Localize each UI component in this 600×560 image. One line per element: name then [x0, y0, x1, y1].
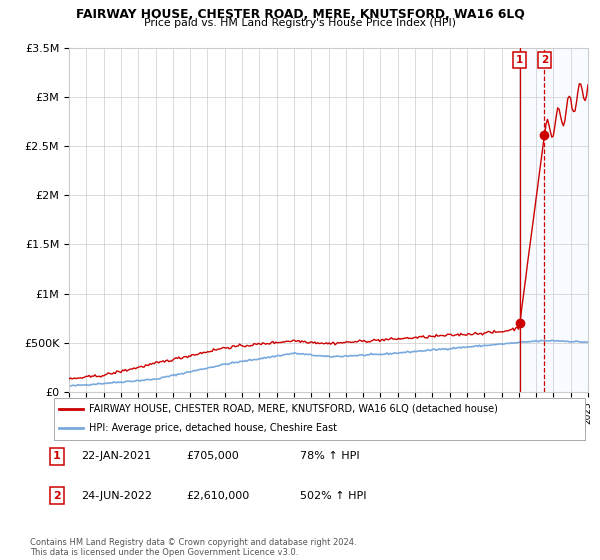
Text: FAIRWAY HOUSE, CHESTER ROAD, MERE, KNUTSFORD, WA16 6LQ: FAIRWAY HOUSE, CHESTER ROAD, MERE, KNUTS… [76, 8, 524, 21]
Text: £2,610,000: £2,610,000 [186, 491, 249, 501]
Text: 2: 2 [541, 55, 548, 64]
Text: 24-JUN-2022: 24-JUN-2022 [81, 491, 152, 501]
Text: FAIRWAY HOUSE, CHESTER ROAD, MERE, KNUTSFORD, WA16 6LQ (detached house): FAIRWAY HOUSE, CHESTER ROAD, MERE, KNUTS… [89, 404, 497, 414]
Text: £705,000: £705,000 [186, 451, 239, 461]
Text: HPI: Average price, detached house, Cheshire East: HPI: Average price, detached house, Ches… [89, 423, 337, 433]
Bar [520, 48, 596, 392]
Text: 22-JAN-2021: 22-JAN-2021 [81, 451, 151, 461]
Text: 502% ↑ HPI: 502% ↑ HPI [300, 491, 367, 501]
Text: 2: 2 [53, 491, 61, 501]
Text: Contains HM Land Registry data © Crown copyright and database right 2024.
This d: Contains HM Land Registry data © Crown c… [30, 538, 356, 557]
Text: 1: 1 [516, 55, 523, 64]
Text: 1: 1 [53, 451, 61, 461]
Text: Price paid vs. HM Land Registry's House Price Index (HPI): Price paid vs. HM Land Registry's House … [144, 18, 456, 29]
Text: 78% ↑ HPI: 78% ↑ HPI [300, 451, 359, 461]
